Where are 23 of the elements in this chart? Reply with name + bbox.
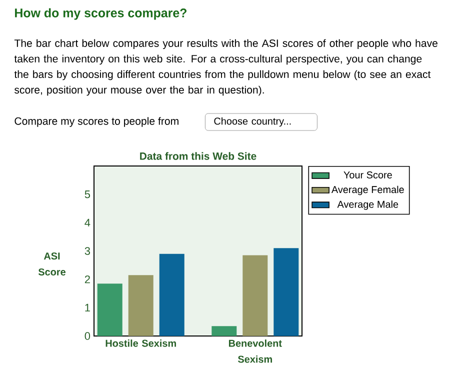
y-axis-title: ASI Score xyxy=(38,252,66,276)
bar xyxy=(274,248,299,336)
legend-label: Your Score xyxy=(344,171,392,178)
y-tick-label: 4 xyxy=(84,218,90,226)
y-tick-label: 2 xyxy=(84,276,90,284)
bar xyxy=(242,255,268,336)
y-tick-label: 3 xyxy=(84,247,90,255)
x-tick-label: Hostile Sexism xyxy=(106,340,176,347)
bar xyxy=(212,326,237,336)
y-tick-label: 1 xyxy=(85,304,90,312)
bar xyxy=(97,284,122,336)
y-tick-label: 5 xyxy=(84,190,90,198)
y-tick-label: 0 xyxy=(84,332,90,340)
text: Choose country... xyxy=(214,117,291,127)
bar xyxy=(128,275,154,336)
chart-subtitle: Data from this Web Site xyxy=(140,152,256,160)
legend-label: Average Male xyxy=(337,200,398,210)
text: The bar chart below compares your results with the ASI scores of other people who have taken the inventory on this web site. For a cross-cultural perspective, you can change the bars by choosing different countries from the pulldown menu below (to see an exact score, position your mouse over the bar in question). xyxy=(14,39,438,96)
bar xyxy=(159,254,184,336)
chart-title: How do my scores compare? xyxy=(15,8,186,20)
legend-label: Average Female xyxy=(331,186,404,196)
text: Compare my scores to people from xyxy=(14,117,178,127)
x-tick-label: Benevolent Sexism xyxy=(228,340,282,363)
